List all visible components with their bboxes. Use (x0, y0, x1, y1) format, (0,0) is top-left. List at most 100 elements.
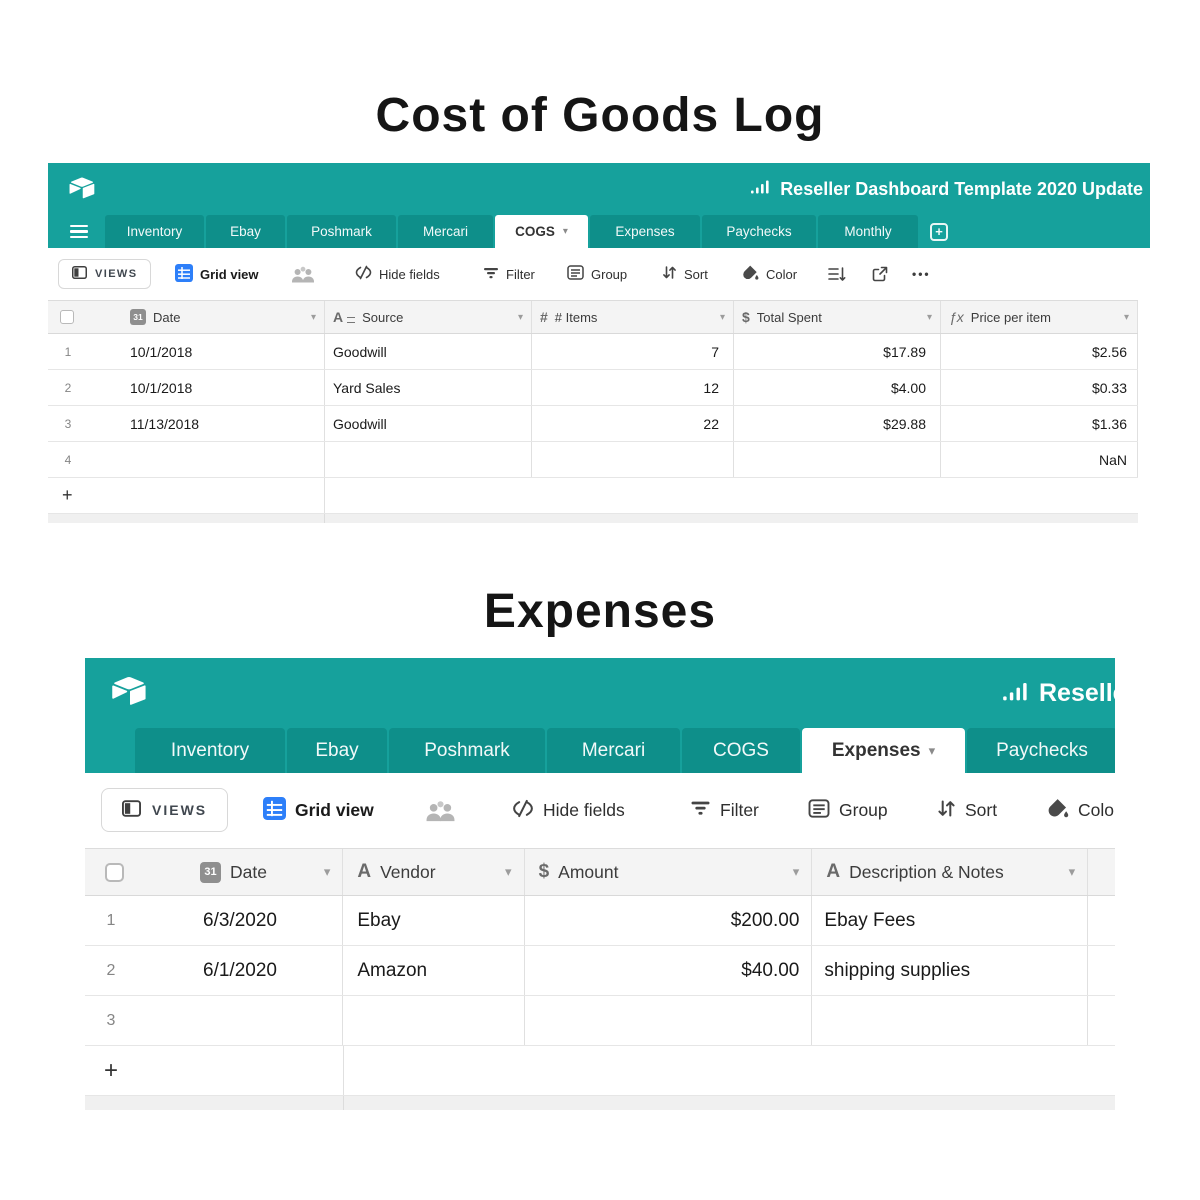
chevron-down-icon[interactable]: ▾ (926, 311, 932, 323)
tab-paychecks[interactable]: Paychecks (702, 215, 816, 248)
chevron-down-icon[interactable]: ▾ (1123, 311, 1129, 323)
grid-view-button[interactable]: Grid view (175, 248, 259, 300)
column-header-total-spent[interactable]: $ Total Spent ▾ (734, 301, 941, 333)
color-button[interactable]: Color (742, 248, 797, 300)
add-row[interactable]: + (85, 1046, 1115, 1096)
menu-icon[interactable] (70, 215, 88, 248)
tab-cogs-active[interactable]: COGS ▾ (495, 215, 588, 248)
filter-button[interactable]: Filter (483, 248, 535, 300)
tab-cogs[interactable]: COGS (682, 728, 800, 773)
cell-date[interactable]: 2 10/1/2018 (48, 370, 325, 405)
tab-poshmark[interactable]: Poshmark (287, 215, 396, 248)
chevron-down-icon[interactable]: ▾ (1068, 864, 1076, 879)
column-header-items[interactable]: # # Items ▾ (532, 301, 734, 333)
cell-vendor[interactable]: Amazon (343, 946, 525, 995)
tab-expenses-active[interactable]: Expenses ▾ (802, 728, 965, 773)
tab-inventory[interactable]: Inventory (105, 215, 204, 248)
grid-view-button[interactable]: Grid view (263, 773, 374, 848)
column-header-date[interactable]: 31 Date ▾ (48, 301, 325, 333)
group-button[interactable]: Group (567, 248, 627, 300)
cell-items[interactable]: 12 (532, 370, 734, 405)
cell-partial[interactable] (1088, 996, 1115, 1045)
views-button[interactable]: VIEWS (58, 259, 152, 289)
chevron-down-icon[interactable]: ▾ (562, 226, 568, 237)
filter-button[interactable]: Filter (690, 773, 759, 848)
chevron-down-icon[interactable]: ▾ (517, 311, 523, 323)
cell-total-spent[interactable] (734, 442, 941, 477)
cell-items[interactable] (532, 442, 734, 477)
cell-date[interactable]: 1 6/3/2020 (85, 896, 344, 945)
sort-button[interactable]: Sort (662, 248, 708, 300)
cell-date[interactable]: 3 (85, 996, 344, 1045)
chevron-down-icon[interactable]: ▾ (310, 311, 316, 323)
column-header-partial[interactable] (1088, 849, 1115, 895)
cell-total-spent[interactable]: $4.00 (734, 370, 941, 405)
views-button[interactable]: VIEWS (101, 788, 229, 832)
column-header-amount[interactable]: $ Amount ▾ (525, 849, 813, 895)
hide-fields-button[interactable]: Hide fields (512, 773, 625, 848)
select-all-checkbox[interactable] (60, 310, 74, 324)
cell-items[interactable]: 7 (532, 334, 734, 369)
cell-amount[interactable] (525, 996, 813, 1045)
column-header-date[interactable]: 31 Date ▾ (85, 849, 344, 895)
tab-ebay[interactable]: Ebay (206, 215, 285, 248)
cell-date[interactable]: 3 11/13/2018 (48, 406, 325, 441)
airtable-logo-icon[interactable] (110, 675, 148, 712)
tab-mercari[interactable]: Mercari (398, 215, 493, 248)
row-height-button[interactable] (828, 248, 846, 300)
cell-vendor[interactable] (343, 996, 525, 1045)
share-view-button[interactable] (872, 248, 888, 300)
tab-inventory[interactable]: Inventory (135, 728, 285, 773)
column-header-vendor[interactable]: A Vendor ▾ (343, 849, 525, 895)
cell-description[interactable]: Ebay Fees (812, 896, 1089, 945)
tab-ebay[interactable]: Ebay (287, 728, 387, 773)
column-header-price-per-item[interactable]: ƒx Price per item ▾ (941, 301, 1138, 333)
cell-total-spent[interactable]: $29.88 (734, 406, 941, 441)
cell-source[interactable] (325, 442, 532, 477)
color-button[interactable]: Color (1047, 773, 1115, 848)
chevron-down-icon[interactable]: ▾ (792, 864, 800, 879)
cell-date[interactable]: 2 6/1/2020 (85, 946, 344, 995)
more-options-button[interactable]: ••• (912, 267, 931, 281)
tab-expenses[interactable]: Expenses (590, 215, 700, 248)
cell-source[interactable]: Goodwill (325, 334, 532, 369)
chevron-down-icon[interactable]: ▾ (928, 742, 936, 758)
airtable-logo-icon[interactable] (68, 176, 96, 205)
select-all-checkbox[interactable] (105, 862, 124, 882)
cell-source[interactable]: Yard Sales (325, 370, 532, 405)
cell-amount[interactable]: $200.00 (525, 896, 813, 945)
cell-amount[interactable]: $40.00 (525, 946, 813, 995)
chevron-down-icon[interactable]: ▾ (505, 864, 512, 879)
tab-mercari[interactable]: Mercari (547, 728, 680, 773)
cell-description[interactable]: shipping supplies (812, 946, 1089, 995)
cell-price-per-item[interactable]: NaN (941, 442, 1138, 477)
add-row[interactable]: + (48, 478, 1138, 514)
cell-date[interactable]: 4 (48, 442, 325, 477)
cell-partial[interactable] (1088, 946, 1115, 995)
collaborators-icon[interactable] (290, 248, 316, 300)
cell-total-spent[interactable]: $17.89 (734, 334, 941, 369)
cell-date[interactable]: 1 10/1/2018 (48, 334, 325, 369)
add-row-cell[interactable]: + (85, 1046, 344, 1095)
cell-partial[interactable] (1088, 896, 1115, 945)
column-header-source[interactable]: A Source ▾ (325, 301, 532, 333)
add-table-button[interactable]: + (930, 222, 948, 241)
cell-items[interactable]: 22 (532, 406, 734, 441)
hide-fields-button[interactable]: Hide fields (355, 248, 440, 300)
cell-source[interactable]: Goodwill (325, 406, 532, 441)
collaborators-icon[interactable] (424, 773, 457, 848)
column-header-description[interactable]: A Description & Notes ▾ (812, 849, 1089, 895)
cell-price-per-item[interactable]: $2.56 (941, 334, 1138, 369)
sort-button[interactable]: Sort (937, 773, 997, 848)
cell-price-per-item[interactable]: $0.33 (941, 370, 1138, 405)
chevron-down-icon[interactable]: ▾ (719, 311, 725, 323)
add-row-cell[interactable]: + (48, 478, 325, 513)
tab-paychecks[interactable]: Paychecks (967, 728, 1115, 773)
cell-description[interactable] (812, 996, 1089, 1045)
tab-poshmark[interactable]: Poshmark (389, 728, 545, 773)
cell-vendor[interactable]: Ebay (343, 896, 525, 945)
cell-price-per-item[interactable]: $1.36 (941, 406, 1138, 441)
chevron-down-icon[interactable]: ▾ (323, 864, 331, 879)
tab-monthly[interactable]: Monthly (818, 215, 918, 248)
group-button[interactable]: Group (808, 773, 888, 848)
